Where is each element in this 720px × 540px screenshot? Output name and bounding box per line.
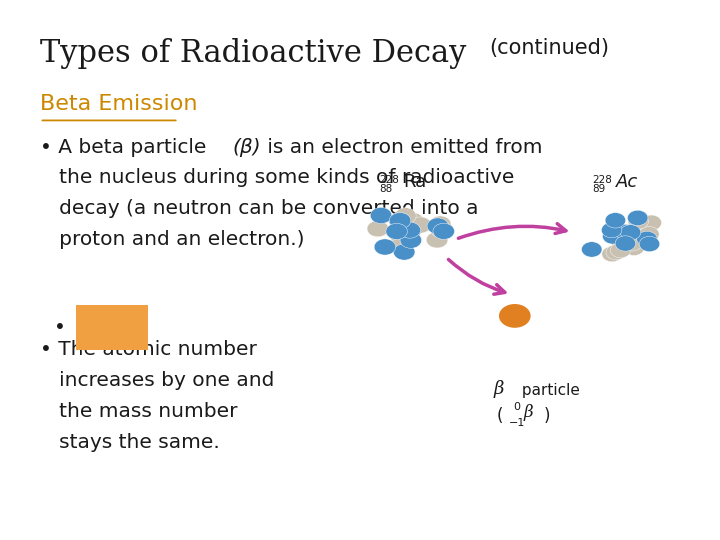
Text: particle: particle (517, 383, 580, 398)
Text: (continued): (continued) (490, 38, 610, 58)
Circle shape (390, 239, 411, 254)
Text: 228: 228 (592, 175, 612, 185)
Text: β: β (493, 380, 503, 398)
Text: Types of Radioactive Decay: Types of Radioactive Decay (40, 38, 466, 69)
Circle shape (400, 223, 421, 239)
Text: 0: 0 (513, 402, 521, 412)
Circle shape (395, 208, 416, 224)
Circle shape (389, 213, 410, 229)
Text: the nucleus during some kinds of radioactive: the nucleus during some kinds of radioac… (40, 168, 514, 187)
Circle shape (622, 235, 642, 251)
Circle shape (370, 207, 392, 224)
Circle shape (399, 222, 420, 238)
Text: (: ( (497, 407, 503, 425)
Text: −1: −1 (86, 329, 104, 342)
Text: is an electron emitted from: is an electron emitted from (261, 138, 543, 157)
Circle shape (392, 217, 414, 233)
Text: 228: 228 (379, 175, 400, 185)
Circle shape (402, 213, 423, 229)
Text: Beta Emission: Beta Emission (40, 94, 197, 114)
Circle shape (628, 210, 648, 226)
Circle shape (606, 245, 626, 260)
Text: the mass number: the mass number (40, 402, 237, 421)
Text: −1: −1 (509, 418, 526, 428)
Text: Ac: Ac (616, 173, 638, 191)
Text: •: • (54, 318, 66, 337)
Circle shape (609, 230, 630, 245)
Circle shape (602, 246, 622, 262)
Text: 89: 89 (592, 184, 605, 194)
Circle shape (374, 239, 396, 255)
Circle shape (639, 237, 660, 252)
Circle shape (390, 213, 411, 229)
Circle shape (386, 224, 408, 240)
Text: • A beta particle: • A beta particle (40, 138, 212, 157)
Circle shape (367, 221, 389, 237)
Text: increases by one and: increases by one and (40, 371, 274, 390)
Text: β: β (523, 404, 533, 421)
Text: 0: 0 (93, 309, 101, 322)
Circle shape (499, 304, 531, 328)
Circle shape (639, 226, 659, 242)
Circle shape (605, 219, 625, 234)
Circle shape (605, 213, 626, 228)
Circle shape (615, 225, 636, 240)
Circle shape (582, 242, 602, 257)
Circle shape (395, 227, 416, 244)
Circle shape (603, 229, 623, 244)
Circle shape (427, 218, 449, 234)
FancyBboxPatch shape (76, 305, 148, 350)
Text: ): ) (544, 407, 550, 425)
Circle shape (621, 225, 641, 240)
Circle shape (391, 230, 413, 246)
Circle shape (610, 233, 631, 248)
Circle shape (410, 217, 431, 233)
Circle shape (606, 225, 627, 240)
Circle shape (433, 223, 454, 239)
Circle shape (624, 240, 644, 255)
Circle shape (429, 216, 451, 232)
Circle shape (636, 231, 657, 247)
Circle shape (426, 232, 448, 248)
Circle shape (615, 236, 636, 251)
Circle shape (392, 230, 413, 246)
Text: decay (a neutron can be converted into a: decay (a neutron can be converted into a (40, 199, 478, 218)
Circle shape (430, 221, 451, 238)
Text: stays the same.: stays the same. (40, 433, 220, 451)
Text: (β): (β) (233, 138, 261, 157)
Circle shape (608, 226, 629, 241)
Circle shape (400, 232, 422, 248)
Circle shape (641, 215, 662, 231)
Circle shape (395, 224, 416, 240)
Text: • The atomic number: • The atomic number (40, 340, 256, 359)
Text: 88: 88 (379, 184, 392, 194)
Circle shape (393, 244, 415, 260)
Text: Ra: Ra (403, 173, 426, 191)
Circle shape (611, 242, 631, 258)
Circle shape (601, 222, 622, 238)
Circle shape (628, 214, 649, 230)
Text: proton and an electron.): proton and an electron.) (40, 230, 304, 249)
Text: β: β (106, 315, 123, 347)
